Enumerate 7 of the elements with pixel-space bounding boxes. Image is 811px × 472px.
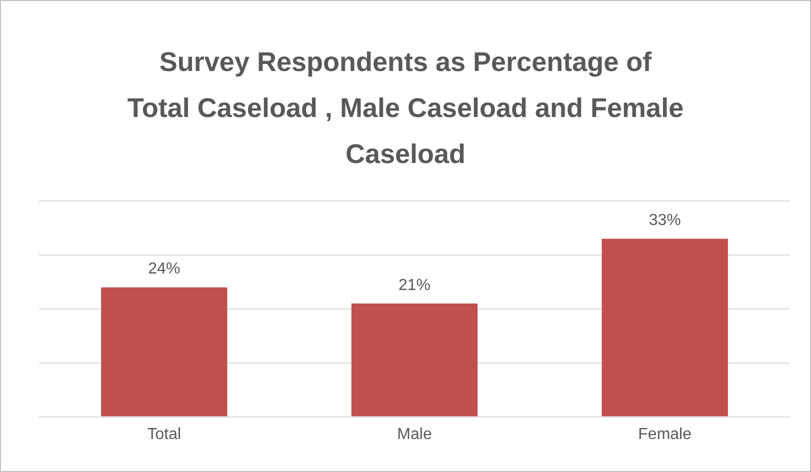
x-tick-label: Female (638, 426, 692, 443)
chart-title: Survey Respondents as Percentage of Total Caseload , Male Caseload and Female Caseload (126, 46, 685, 171)
x-tick-label: Total (147, 426, 182, 443)
x-tick-label: Male (397, 426, 432, 443)
data-label: 21% (398, 276, 431, 294)
data-label: 33% (648, 212, 681, 230)
data-label: 24% (148, 260, 180, 278)
